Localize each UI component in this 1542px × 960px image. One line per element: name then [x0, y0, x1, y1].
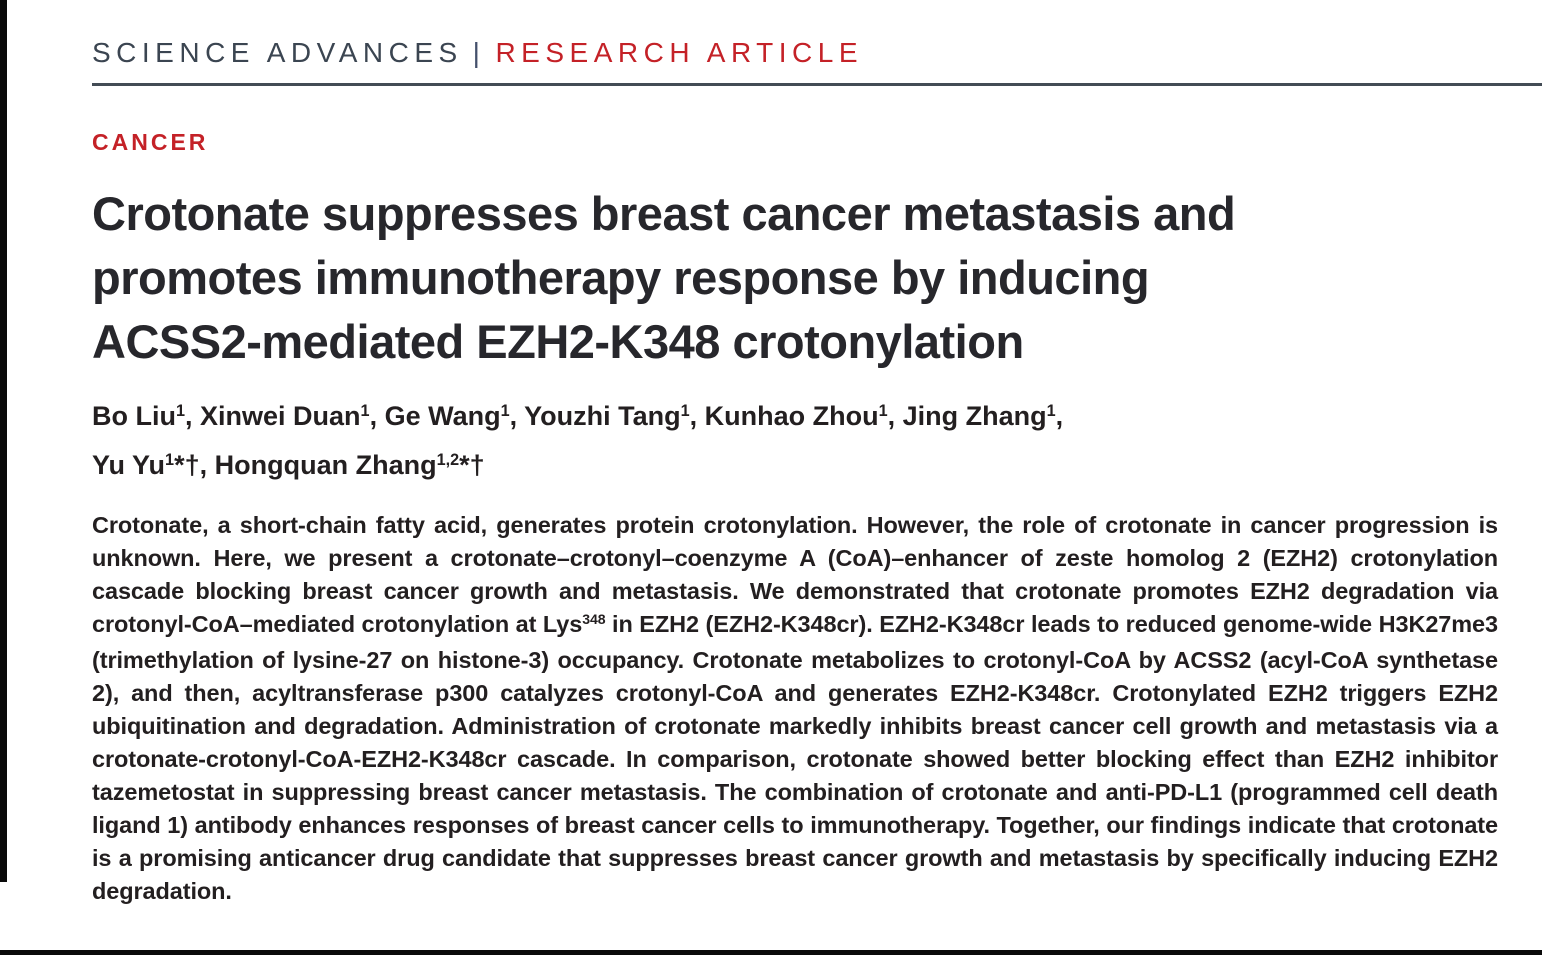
author-name: Ge Wang [384, 401, 501, 431]
author: Xinwei Duan1, [200, 401, 385, 431]
author-name: Hongquan Zhang [214, 450, 437, 480]
author-affiliation-sup: 1 [500, 402, 510, 421]
masthead-divider: | [472, 37, 486, 68]
page-bottom-border [0, 950, 1542, 955]
author-name: Kunhao Zhou [704, 401, 879, 431]
author-separator: , [689, 401, 705, 431]
author-affiliation-sup: 1 [165, 451, 175, 470]
page-left-border [0, 0, 7, 882]
author-line-1: Bo Liu1, Xinwei Duan1, Ge Wang1, Youzhi … [92, 394, 1432, 443]
author: Youzhi Tang1, [524, 401, 705, 431]
author: Kunhao Zhou1, [705, 401, 903, 431]
abstract-superscript: 348 [582, 611, 606, 628]
author-affiliation-sup: 1 [680, 402, 690, 421]
author-name: Yu Yu [92, 450, 166, 480]
author-separator: , [887, 401, 903, 431]
abstract-text-part1: Crotonate, a short-chain fatty acid, gen… [92, 512, 1498, 637]
author-affiliation-sup: 1 [1046, 402, 1056, 421]
author-separator: , [199, 450, 215, 480]
author-name: Bo Liu [92, 401, 176, 431]
author-name: Jing Zhang [902, 401, 1047, 431]
author: Ge Wang1, [385, 401, 525, 431]
author-line-2: Yu Yu1*†, Hongquan Zhang1,2*† [92, 443, 1432, 492]
author-separator: , [369, 401, 385, 431]
abstract-paragraph: Crotonate, a short-chain fatty acid, gen… [92, 509, 1498, 908]
author-affiliation-sup: 1 [878, 402, 888, 421]
author-name: Youzhi Tang [524, 401, 681, 431]
journal-masthead: SCIENCE ADVANCES | RESEARCH ARTICLE [92, 37, 863, 69]
author-marks: *† [459, 450, 485, 480]
article-title-line-2: promotes immunotherapy response by induc… [92, 251, 1150, 304]
author-affiliation-sup: 1 [175, 402, 185, 421]
masthead-rule [92, 83, 1542, 86]
article-title-line-3: ACSS2-mediated EZH2-K348 crotonylation [92, 315, 1024, 368]
article-title: Crotonate suppresses breast cancer metas… [92, 182, 1432, 374]
abstract-text-part2: in EZH2 (EZH2-K348cr). EZH2-K348cr leads… [92, 611, 1498, 904]
author-separator: , [185, 401, 201, 431]
article-title-line-1: Crotonate suppresses breast cancer metas… [92, 187, 1236, 240]
author: Hongquan Zhang1,2*† [215, 450, 485, 480]
author-list: Bo Liu1, Xinwei Duan1, Ge Wang1, Youzhi … [92, 394, 1432, 492]
author-marks: *† [174, 450, 200, 480]
author-name: Xinwei Duan [200, 401, 361, 431]
author-separator: , [509, 401, 525, 431]
author-separator: , [1055, 401, 1064, 431]
journal-name: SCIENCE ADVANCES [92, 37, 463, 68]
section-label: CANCER [92, 129, 209, 155]
author: Jing Zhang1, [903, 401, 1064, 431]
author-affiliation-sup: 1,2 [436, 451, 460, 470]
author-affiliation-sup: 1 [360, 402, 370, 421]
article-type-label: RESEARCH ARTICLE [495, 37, 864, 68]
author: Yu Yu1*†, [92, 450, 215, 480]
author: Bo Liu1, [92, 401, 200, 431]
